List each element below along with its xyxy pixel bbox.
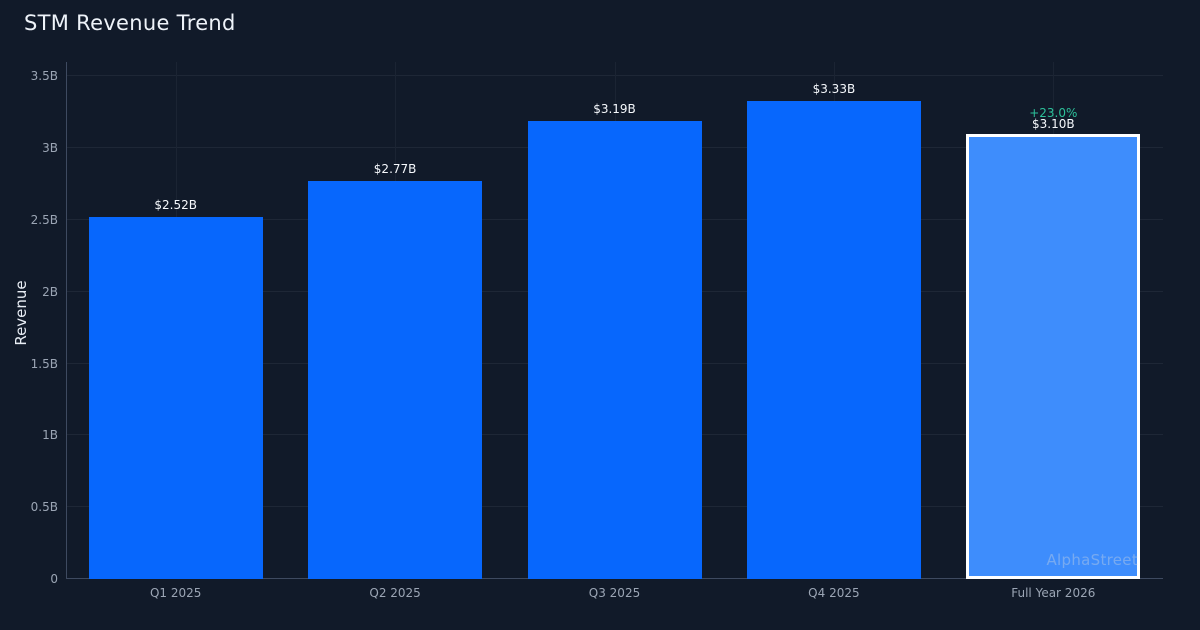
y-axis-title: Revenue [12,280,30,346]
y-tick-label: 1.5B [30,356,58,371]
y-tick-label: 3.5B [30,69,58,84]
bar-q3-2025[interactable] [527,120,702,579]
bar-change-annotation: +23.0% [1029,105,1078,120]
y-tick-label: 2.5B [30,212,58,227]
x-tick-label: Q4 2025 [808,586,860,600]
x-tick-label: Q1 2025 [149,586,202,600]
bar-value-label: $2.52B [154,198,197,213]
bar-q4-2025[interactable] [746,100,921,579]
y-tick-label: 1B [42,428,58,443]
x-tick-label: Q2 2025 [369,586,421,600]
chart-title: STM Revenue Trend [24,11,236,35]
y-tick-label: 3B [42,141,58,156]
bar-q1-2025[interactable] [88,217,263,579]
bar-value-label: $3.33B [812,81,856,96]
plot-area: $2.52B $2.77B $3.19B $3.33B $3.10B +23.0% Q1 2… [31,62,1163,600]
y-axis-line [66,62,67,579]
bar-full-year-2026[interactable] [966,133,1141,579]
watermark: AlphaStreet [1046,551,1138,569]
bar-value-label: $3.10B [1032,116,1075,131]
x-tick-label: Q3 2025 [588,586,641,600]
x-tick-label: Full Year 2026 [1011,586,1096,600]
bar-value-label: $3.19B [593,101,636,116]
y-tick-label: 0 [50,572,58,586]
bar-q2-2025[interactable] [308,181,483,579]
y-tick-label: 2B [42,284,58,299]
y-tick-label: 0.5B [30,500,58,515]
bar-value-label: $2.77B [373,162,417,177]
